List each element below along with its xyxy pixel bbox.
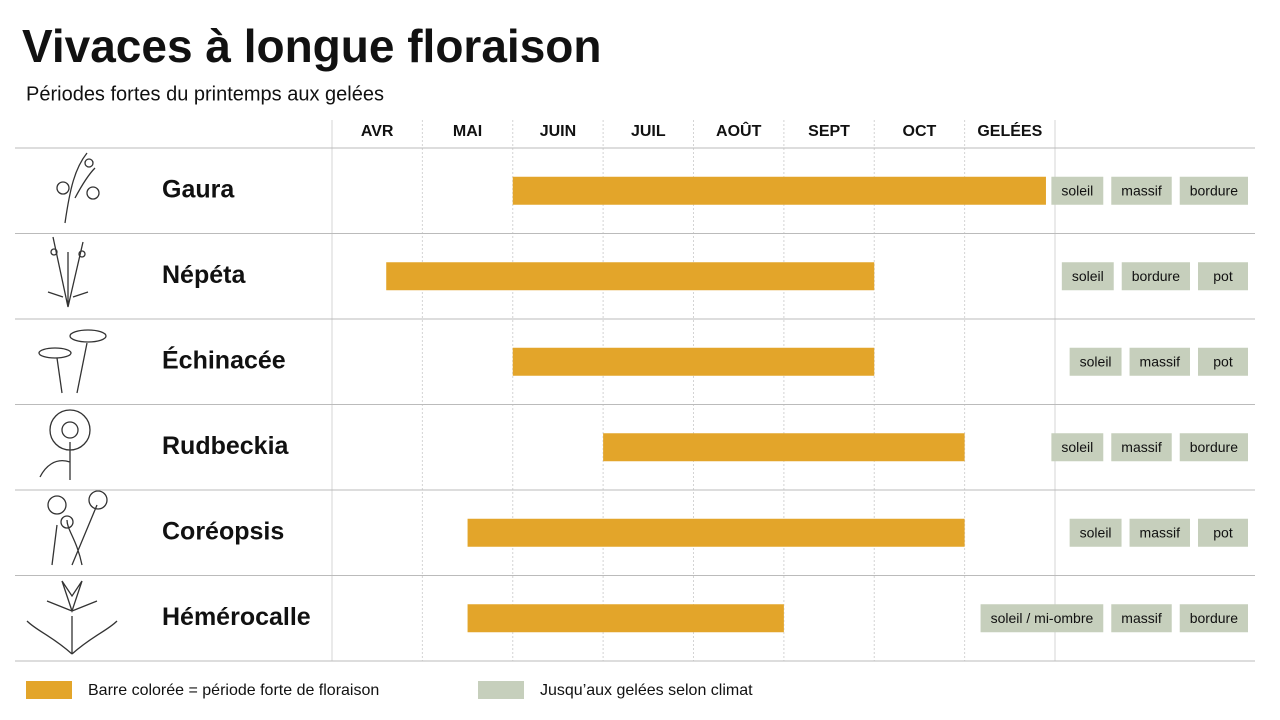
tag-box: [1198, 262, 1248, 291]
tag-box: [1121, 262, 1190, 291]
tag-label: soleil: [1072, 268, 1104, 284]
tag-box: [1061, 262, 1114, 291]
tag-box: [1179, 176, 1248, 205]
tag-box: [1051, 433, 1104, 462]
chart-subtitle: Périodes fortes du printemps aux gelées: [26, 83, 384, 105]
tag-box: [1198, 518, 1248, 547]
tag: soleil: [1061, 262, 1114, 291]
tag: soleil: [1069, 347, 1122, 376]
row-name: Hémérocalle: [162, 603, 311, 631]
row-name: Échinacée: [162, 345, 286, 374]
month-label: JUIL: [631, 123, 666, 140]
tag-label: massif: [1121, 610, 1162, 626]
tag: soleil / mi-ombre: [980, 604, 1104, 633]
tag: bordure: [1121, 262, 1190, 291]
row-name: Népéta: [162, 261, 246, 289]
tag-box: [1179, 604, 1248, 633]
month-label: AOÛT: [716, 121, 762, 140]
chart-title: Vivaces à longue floraison: [22, 20, 601, 72]
month-label: OCT: [903, 123, 937, 140]
row-name: Gaura: [162, 175, 235, 203]
tag-box: [1129, 347, 1190, 376]
tag: massif: [1129, 347, 1190, 376]
month-label: AVR: [361, 123, 394, 140]
tag-label: soleil / mi-ombre: [991, 610, 1094, 626]
tag-box: [980, 604, 1104, 633]
tag-label: pot: [1213, 353, 1233, 369]
tag: bordure: [1179, 176, 1248, 205]
tag-label: soleil: [1061, 439, 1093, 455]
month-label: JUIN: [540, 123, 576, 140]
bloom-bar: [603, 433, 965, 462]
bloom-bar: [467, 518, 965, 547]
tag: soleil: [1051, 176, 1104, 205]
tag: massif: [1111, 176, 1172, 205]
tag-box: [1069, 518, 1122, 547]
flower-icons: [26, 152, 118, 655]
tag-box: [1069, 347, 1122, 376]
bloom-bar: [512, 347, 875, 376]
tag-label: soleil: [1080, 524, 1112, 540]
tag-box: [1198, 347, 1248, 376]
tag: soleil: [1069, 518, 1122, 547]
tag-label: massif: [1140, 524, 1181, 540]
row-name: Rudbeckia: [162, 432, 290, 460]
tag-label: pot: [1213, 524, 1233, 540]
tag: massif: [1111, 433, 1172, 462]
bloom-bar: [512, 176, 1046, 205]
tag-label: soleil: [1061, 182, 1093, 198]
tag: bordure: [1179, 433, 1248, 462]
row-name: Coréopsis: [162, 517, 284, 545]
tag: bordure: [1179, 604, 1248, 633]
month-label: MAI: [453, 123, 482, 140]
tag-label: bordure: [1190, 439, 1238, 455]
tag-box: [1111, 176, 1172, 205]
bloom-bar: [467, 604, 784, 633]
legend-swatch: [26, 681, 72, 699]
legend-swatch: [478, 681, 524, 699]
month-label: GELÉES: [977, 121, 1042, 140]
tag: pot: [1198, 518, 1248, 547]
tag: massif: [1111, 604, 1172, 633]
tag: pot: [1198, 347, 1248, 376]
tag: soleil: [1051, 433, 1104, 462]
tag: massif: [1129, 518, 1190, 547]
legend-label: Barre colorée = période forte de florais…: [88, 682, 379, 699]
tag-label: massif: [1140, 353, 1181, 369]
tag-box: [1051, 176, 1104, 205]
tag-box: [1129, 518, 1190, 547]
tag-label: soleil: [1080, 353, 1112, 369]
tag-box: [1111, 604, 1172, 633]
tag-label: bordure: [1190, 610, 1238, 626]
tag-box: [1179, 433, 1248, 462]
bloom-bar: [386, 262, 875, 291]
tag-label: bordure: [1132, 268, 1180, 284]
legend-label: Jusqu’aux gelées selon climat: [540, 682, 753, 699]
tag-label: bordure: [1190, 182, 1238, 198]
tag: pot: [1198, 262, 1248, 291]
tag-label: massif: [1121, 439, 1162, 455]
tag-label: pot: [1213, 268, 1233, 284]
tag-box: [1111, 433, 1172, 462]
month-label: SEPT: [808, 123, 850, 140]
tag-label: massif: [1121, 182, 1162, 198]
